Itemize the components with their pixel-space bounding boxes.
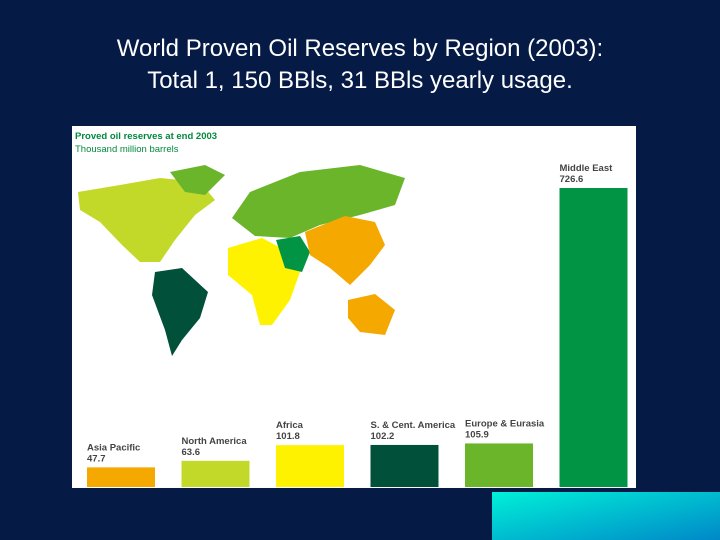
value-label: 47.7	[87, 453, 106, 464]
category-label: S. & Cent. America	[371, 420, 456, 431]
map-africa	[228, 238, 300, 325]
value-label: 102.2	[371, 431, 395, 442]
map-eurasia	[232, 165, 405, 238]
category-label: Europe & Eurasia	[465, 418, 545, 429]
map-south-america	[152, 268, 208, 356]
bar	[181, 460, 250, 487]
map-north-america	[78, 178, 215, 262]
bar	[465, 443, 533, 487]
bar	[559, 188, 628, 487]
value-label: 101.8	[276, 431, 300, 442]
corner-decoration	[492, 492, 720, 540]
value-label: 105.9	[465, 429, 489, 440]
value-label: 63.6	[182, 447, 201, 458]
bar	[370, 444, 439, 487]
slide-title-line: Total 1, 150 BBls, 31 BBls yearly usage.	[147, 67, 573, 94]
chart-title: Proved oil reserves at end 2003	[75, 131, 217, 142]
map-middle-east	[276, 236, 310, 272]
category-label: North America	[182, 436, 248, 447]
map-greenland	[170, 165, 225, 195]
map-australia	[348, 294, 395, 335]
category-label: Africa	[276, 420, 304, 431]
category-label: Asia Pacific	[87, 442, 140, 453]
bar	[87, 467, 155, 487]
chart-subtitle: Thousand million barrels	[75, 144, 179, 155]
world-map	[78, 165, 405, 356]
bar	[276, 445, 344, 487]
category-label: Middle East	[560, 163, 614, 174]
map-asia	[305, 216, 385, 285]
value-label: 726.6	[560, 174, 584, 185]
slide-title-line: World Proven Oil Reserves by Region (200…	[117, 35, 603, 62]
